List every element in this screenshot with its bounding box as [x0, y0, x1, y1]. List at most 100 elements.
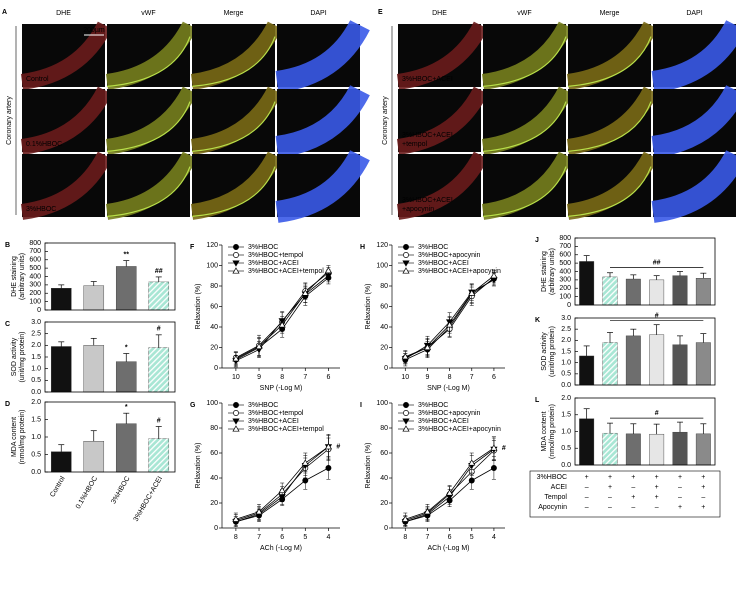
legend-label: 3%HBOC+ACEI+tempol — [248, 426, 324, 433]
x-tick-label: 8 — [448, 374, 452, 381]
endothelium — [191, 36, 276, 87]
vessel-wall — [651, 149, 736, 223]
bar — [83, 441, 105, 473]
vessel-wall — [566, 151, 659, 220]
significance-label: # — [157, 326, 161, 333]
y-axis-label: (arbitrary units) — [549, 248, 556, 295]
significance-label: # — [655, 410, 659, 417]
data-point — [446, 321, 454, 328]
panel-letter: J — [535, 237, 539, 244]
legend-marker — [403, 244, 409, 250]
x-tick-label: Control — [49, 475, 67, 498]
y-tick-label: 80 — [210, 283, 218, 290]
bar — [579, 355, 595, 386]
y-tick-label: 700 — [559, 243, 571, 250]
y-tick-label: 20 — [380, 500, 388, 507]
data-point — [255, 508, 263, 515]
panel-letter: C — [5, 321, 10, 328]
x-tick-label: 8 — [403, 534, 407, 541]
vessel-wall — [396, 21, 489, 90]
y-tick-label: 200 — [29, 290, 41, 297]
vessel-wall — [105, 151, 198, 220]
endothelium — [567, 101, 652, 152]
bar — [695, 342, 711, 386]
vessel-wall — [481, 151, 574, 220]
y-axis-label: (unit/mg protein) — [549, 326, 556, 377]
y-tick-label: 0.0 — [31, 469, 41, 476]
legend-label: 3%HBOC+ACEI — [418, 418, 469, 425]
vessel-wall — [566, 86, 659, 155]
legend-marker — [232, 425, 240, 432]
y-tick-label: 20 — [380, 344, 388, 351]
endothelium — [482, 166, 567, 217]
legend-marker — [403, 410, 409, 416]
endothelium — [482, 101, 567, 152]
plot-frame — [574, 397, 716, 466]
data-point — [468, 289, 476, 296]
significance-label: # — [336, 444, 340, 451]
legend-marker — [232, 260, 240, 267]
bar — [50, 346, 72, 393]
x-tick-label: 4 — [326, 534, 330, 541]
legend-marker — [402, 418, 410, 425]
y-axis-label: SOD activity — [11, 337, 18, 376]
legend-marker — [233, 244, 239, 250]
data-point — [401, 353, 409, 360]
x-tick-label: 0.1%HBOC — [75, 475, 99, 510]
y-tick-label: 100 — [559, 293, 571, 300]
y-tick-label: 0 — [384, 365, 388, 372]
y-tick-label: 1.5 — [561, 412, 571, 419]
condition-sign: – — [608, 494, 612, 501]
x-tick-label: 3%HBOC+ACEI — [133, 475, 164, 523]
y-tick-label: 2.0 — [561, 395, 571, 402]
condition-sign: – — [608, 504, 612, 511]
row-label: 3%HBOC+ACEI — [402, 197, 453, 204]
legend-marker — [233, 402, 239, 408]
condition-name: 3%HBOC — [537, 474, 567, 481]
row-label: +apocynin — [402, 206, 434, 213]
y-tick-label: 0 — [37, 307, 41, 314]
x-tick-label: 5 — [470, 534, 474, 541]
bar — [672, 275, 688, 306]
scale-bar-label: 200µm — [83, 27, 105, 34]
y-tick-label: 0 — [214, 525, 218, 532]
significance-label: ## — [653, 259, 661, 266]
y-tick-label: 80 — [380, 283, 388, 290]
condition-sign: + — [631, 494, 635, 501]
y-tick-label: 100 — [376, 262, 388, 269]
y-tick-label: 100 — [376, 400, 388, 407]
data-point — [324, 443, 333, 450]
endothelium — [106, 36, 191, 87]
plot-frame — [44, 321, 176, 393]
legend-label: 3%HBOC+ACEI — [418, 260, 469, 267]
endothelium — [567, 166, 652, 217]
y-tick-label: 1.5 — [561, 348, 571, 355]
condition-sign: + — [701, 484, 705, 491]
y-tick-label: 1.0 — [561, 360, 571, 367]
condition-sign: + — [631, 474, 635, 481]
y-tick-label: 60 — [210, 450, 218, 457]
data-point — [325, 465, 332, 471]
data-point — [232, 355, 240, 362]
y-tick-label: 700 — [29, 248, 41, 255]
y-tick-label: 1.0 — [31, 366, 41, 373]
bar — [50, 288, 72, 311]
data-point — [278, 486, 286, 494]
condition-name: ACEI — [551, 484, 567, 491]
bar — [695, 278, 711, 306]
vessel-wall — [651, 84, 736, 158]
condition-sign: – — [585, 484, 589, 491]
bar-hatch — [148, 281, 169, 310]
y-tick-label: 800 — [29, 240, 41, 247]
row-title: Coronary artery — [382, 96, 389, 145]
y-tick-label: 80 — [380, 425, 388, 432]
legend-label: 3%HBOC+tempol — [248, 410, 304, 417]
column-header: DAPI — [686, 10, 702, 17]
row-title: Coronary artery — [6, 96, 13, 145]
condition-sign: – — [655, 504, 659, 511]
vessel-wall — [396, 151, 489, 220]
vessel-wall — [105, 21, 198, 90]
legend-label: 3%HBOC — [418, 244, 448, 251]
y-axis-label: (nmol/mg protein) — [549, 404, 556, 459]
legend-marker — [232, 267, 240, 274]
